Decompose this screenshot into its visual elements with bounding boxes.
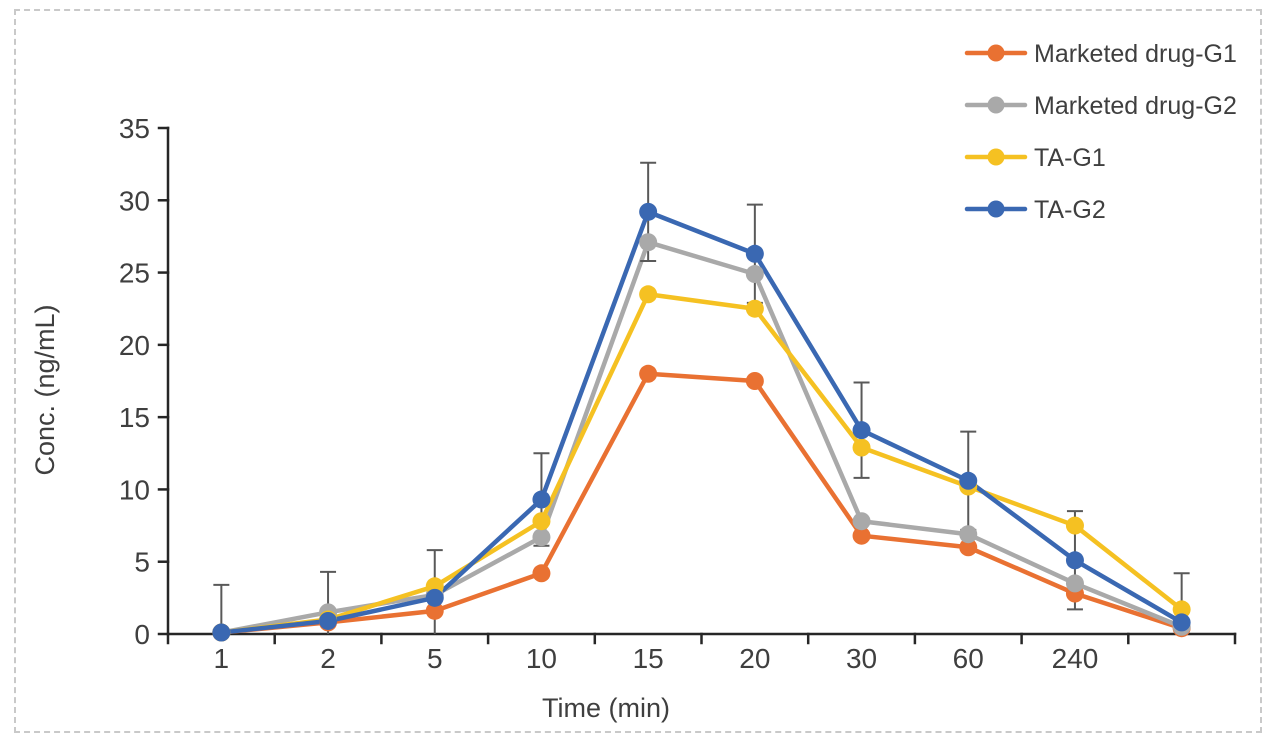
data-point-ta-g2 [745,244,764,263]
data-point-ta-g2 [1065,551,1084,570]
data-point-ta-g2 [1172,613,1191,632]
y-tick-label: 20 [119,330,150,361]
data-point-ta-g1 [532,512,551,531]
x-tick-label: 5 [427,643,443,674]
y-tick-label: 10 [119,474,150,505]
legend-dot-marker [987,200,1005,218]
data-point-marketed-drug-g2 [532,528,551,547]
x-tick-label: 60 [953,643,984,674]
data-point-ta-g2 [532,490,551,509]
data-point-marketed-drug-g1 [852,526,871,545]
series-line-ta-g2 [219,209,1184,635]
legend-dot-marker [987,44,1005,62]
data-point-marketed-drug-g2 [745,265,764,284]
data-points-layer [212,202,1191,642]
data-point-ta-g2 [212,623,231,642]
data-point-ta-g2 [852,421,871,440]
y-tick-label: 0 [134,619,150,650]
data-point-marketed-drug-g2 [959,525,978,544]
data-point-ta-g2 [639,202,658,221]
data-point-ta-g1 [852,438,871,457]
x-tick-label: 15 [633,643,664,674]
x-axis-title: Time (min) [542,693,670,723]
y-axis-title: Conc. (ng/mL) [30,304,60,475]
legend-item: Marketed drug-G1 [964,40,1237,68]
data-point-ta-g1 [745,299,764,318]
y-tick-label: 25 [119,258,150,289]
x-tick-label: 1 [214,643,230,674]
x-tick-label: 240 [1052,643,1099,674]
data-point-marketed-drug-g2 [639,233,658,252]
x-tick-label: 2 [320,643,336,674]
data-point-marketed-drug-g1 [959,538,978,557]
y-tick-label: 5 [134,547,150,578]
data-point-ta-g2 [959,471,978,490]
data-point-ta-g1 [1172,600,1191,619]
legend-dot-marker [987,148,1005,166]
data-point-ta-g2 [425,588,444,607]
data-point-marketed-drug-g1 [532,564,551,583]
data-point-marketed-drug-g2 [1065,574,1084,593]
data-point-marketed-drug-g1 [639,364,658,383]
y-tick-label: 15 [119,402,150,433]
series-line-ta-g1 [219,292,1184,635]
legend-dot-marker [987,96,1005,114]
x-tick-label: 10 [526,643,557,674]
data-point-marketed-drug-g1 [745,372,764,390]
x-tick-label: 30 [846,643,877,674]
legend-item: TA-G1 [964,144,1106,172]
data-point-marketed-drug-g2 [852,512,871,531]
series-line-marketed-drug-g1 [219,371,1184,635]
legend-label: TA-G1 [1034,144,1106,172]
legend-label: Marketed drug-G2 [1034,92,1237,120]
data-point-ta-g1 [1065,516,1084,535]
data-point-ta-g1 [639,285,658,304]
x-tick-label: 20 [739,643,770,674]
legend-label: TA-G2 [1034,196,1106,224]
series-layer [219,209,1184,635]
data-point-ta-g2 [319,611,338,630]
legend-item: Marketed drug-G2 [964,92,1237,120]
legend-item: TA-G2 [964,196,1106,224]
data-point-marketed-drug-g1 [425,601,444,620]
y-tick-label: 30 [119,185,150,216]
legend: Marketed drug-G1 Marketed drug-G2 TA-G1 TA-… [964,40,1237,224]
legend-label: Marketed drug-G1 [1034,40,1237,68]
y-tick-label: 35 [119,113,150,144]
